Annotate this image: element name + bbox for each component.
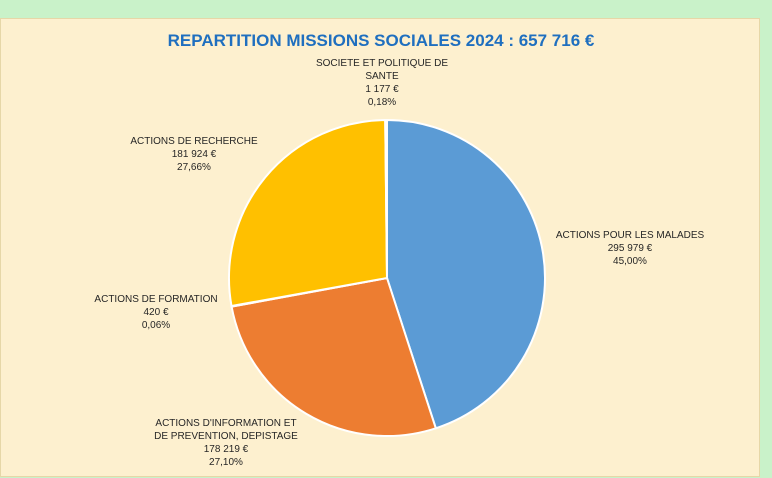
slice-percent: 27,66% bbox=[177, 162, 211, 173]
slice-label-text: ACTIONS DE RECHERCHE bbox=[130, 136, 258, 147]
slice-label-text: ACTIONS D'INFORMATION ET bbox=[155, 418, 297, 429]
slice-amount: 420 € bbox=[143, 307, 169, 318]
pie-slice-4 bbox=[384, 118, 388, 279]
slice-label-recherche: ACTIONS DE RECHERCHE 181 924 € 27,66% bbox=[119, 135, 269, 174]
slice-label-text: SOCIETE ET POLITIQUE DE bbox=[315, 58, 449, 69]
slice-percent: 45,00% bbox=[613, 256, 647, 267]
slice-label-text: ACTIONS DE FORMATION bbox=[94, 294, 218, 305]
slice-label-formation: ACTIONS DE FORMATION 420 € 0,06% bbox=[81, 293, 231, 332]
pie-slice-3 bbox=[228, 118, 389, 308]
slice-label-text: SANTE bbox=[365, 71, 399, 82]
slice-amount: 295 979 € bbox=[607, 243, 653, 254]
slice-percent: 27,10% bbox=[209, 457, 243, 468]
chart-title: REPARTITION MISSIONS SOCIALES 2024 : 657… bbox=[167, 31, 595, 50]
pie-chart bbox=[228, 118, 546, 437]
slice-amount: 1 177 € bbox=[365, 84, 399, 95]
slice-label-information: ACTIONS D'INFORMATION ET DE PREVENTION, … bbox=[141, 417, 311, 469]
slice-label-malades: ACTIONS POUR LES MALADES 295 979 € 45,00… bbox=[545, 229, 715, 268]
slice-label-societe: SOCIETE ET POLITIQUE DE SANTE 1 177 € 0,… bbox=[307, 57, 457, 109]
pie-slice-0 bbox=[386, 118, 546, 430]
slice-percent: 0,18% bbox=[367, 97, 397, 108]
slice-amount: 181 924 € bbox=[171, 149, 217, 160]
chart-panel: REPARTITION MISSIONS SOCIALES 2024 : 657… bbox=[0, 18, 760, 477]
pie-slice-1 bbox=[230, 276, 438, 437]
slice-amount: 178 219 € bbox=[203, 444, 249, 455]
slice-percent: 0,06% bbox=[141, 320, 171, 331]
slice-label-text: DE PREVENTION, DEPISTAGE bbox=[154, 431, 298, 442]
slice-label-text: ACTIONS POUR LES MALADES bbox=[555, 230, 705, 241]
